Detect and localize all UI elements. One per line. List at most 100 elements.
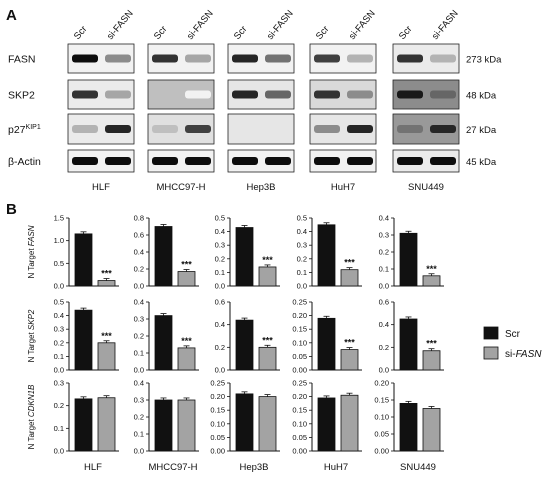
bar-chart: 0.0 0.5 1.0 1.5 ***: [54, 214, 119, 291]
y-tick-label: 0.2: [215, 343, 225, 352]
y-axis-label: N Target SKP2: [27, 309, 36, 362]
y-tick-label: 0.5: [54, 259, 64, 268]
y-tick-label: 0.3: [297, 241, 307, 250]
y-tick-label: 0.15: [374, 396, 389, 405]
protein-band: [347, 125, 373, 133]
y-tick-label: 0.1: [379, 265, 389, 274]
bar: [258, 346, 277, 371]
protein-band: [347, 90, 373, 99]
legend-label-text: si-: [505, 349, 516, 360]
cell-line-label: SNU449: [408, 182, 444, 193]
y-tick-label: 0.6: [134, 231, 144, 240]
bar: [74, 398, 93, 452]
bar: [97, 280, 116, 287]
protein-label: FASN: [8, 54, 35, 66]
western-blot-panel: FASN 273 kDa SKP2 48 kDa p27KIP1 27 kDa β-Acti…: [8, 8, 502, 193]
molecular-weight-label: 48 kDa: [466, 91, 497, 102]
bar-chart: 0.00 0.05 0.10 0.15 0.20 0.25 Hep3B: [210, 379, 280, 473]
y-tick-label: 0.2: [297, 254, 307, 263]
y-tick-label: 0.4: [379, 320, 389, 329]
protein-band: [314, 90, 340, 99]
bar: [422, 408, 441, 452]
y-tick-label: 1.5: [54, 214, 64, 223]
bar: [74, 233, 93, 287]
protein-band: [347, 54, 373, 63]
protein-band: [185, 157, 211, 165]
y-axis-label-gene: SKP2: [27, 309, 36, 330]
cell-line-label: Hep3B: [239, 462, 268, 473]
bar: [340, 394, 359, 452]
cell-line-label: HLF: [92, 182, 110, 193]
protein-band: [265, 157, 291, 165]
bar: [399, 232, 418, 287]
bar: [154, 226, 173, 287]
blot-box: [67, 149, 135, 173]
blot-box: [147, 149, 215, 173]
y-tick-label: 0.15: [210, 406, 225, 415]
y-tick-label: 0.10: [210, 419, 225, 428]
y-axis-label: N Target CDKN1B: [27, 384, 36, 449]
y-tick-label: 0.0: [215, 366, 225, 375]
protein-band: [152, 90, 178, 99]
bar: [422, 275, 441, 287]
y-tick-label: 0.0: [379, 282, 389, 291]
bar-chart: 0.0 0.1 0.2 0.3 HLF: [54, 379, 119, 473]
protein-band: [185, 54, 211, 63]
y-tick-label: 0.6: [379, 298, 389, 307]
legend-label-italic: FASN: [516, 349, 543, 360]
significance-marker: ***: [426, 339, 437, 349]
blot-box: [392, 149, 460, 173]
significance-marker: ***: [101, 269, 112, 279]
lane-label: si-FASN: [105, 8, 136, 42]
y-tick-label: 0.8: [134, 214, 144, 223]
lane-label: Scr: [232, 24, 250, 42]
y-axis-label-prefix: N Target: [27, 330, 36, 362]
protein-name: β-Actin: [8, 156, 41, 168]
y-tick-label: 0.2: [54, 338, 64, 347]
y-tick-label: 0.0: [54, 282, 64, 291]
bar-chart: 0.0 0.1 0.2 0.3 0.4 0.5 ***: [297, 214, 362, 291]
protein-band: [72, 90, 98, 99]
y-tick-label: 0.4: [134, 248, 144, 257]
cell-line-label: MHCC97-H: [156, 182, 205, 193]
y-tick-label: 0.05: [292, 352, 307, 361]
y-tick-label: 0.3: [54, 379, 64, 388]
y-tick-label: 0.20: [210, 392, 225, 401]
y-axis-label-gene: CDKN1B: [27, 384, 36, 417]
lane-label: si-FASN: [265, 8, 296, 42]
lane-label: Scr: [314, 24, 332, 42]
bar-chart: 0.0 0.2 0.4 0.6 ***: [379, 298, 444, 375]
protein-band: [232, 90, 258, 99]
y-tick-label: 0.2: [134, 332, 144, 341]
protein-band: [314, 157, 340, 165]
y-tick-label: 0.15: [292, 406, 307, 415]
y-tick-label: 0.4: [134, 298, 144, 307]
y-tick-label: 0.2: [134, 265, 144, 274]
y-tick-label: 1.0: [54, 236, 64, 245]
protein-label: SKP2: [8, 90, 35, 102]
cell-line-label: Hep3B: [246, 182, 275, 193]
y-tick-label: 0.4: [379, 214, 389, 223]
y-tick-label: 0.10: [374, 413, 389, 422]
y-tick-label: 0.6: [215, 298, 225, 307]
y-tick-label: 0.2: [215, 254, 225, 263]
protein-band: [265, 125, 291, 133]
y-tick-label: 0.10: [292, 419, 307, 428]
protein-name: p27: [8, 124, 26, 136]
y-tick-label: 0.0: [134, 282, 144, 291]
significance-marker: ***: [262, 255, 273, 265]
bar: [399, 318, 418, 371]
bar: [340, 349, 359, 371]
protein-label: β-Actin: [8, 156, 41, 168]
significance-marker: ***: [181, 260, 192, 270]
protein-band: [314, 125, 340, 133]
protein-name: SKP2: [8, 90, 35, 102]
protein-label: p27KIP1: [8, 124, 41, 136]
protein-band: [72, 125, 98, 133]
molecular-weight-label: 273 kDa: [466, 55, 502, 66]
y-tick-label: 0.00: [374, 447, 389, 456]
bar-chart: 0.0 0.1 0.2 0.3 0.4 0.5 ***: [215, 214, 280, 291]
bar-chart: 0.00 0.05 0.10 0.15 0.20 SNU449: [374, 379, 444, 473]
chart-legend: Scr si-FASN: [483, 326, 543, 360]
y-tick-label: 0.4: [215, 320, 225, 329]
